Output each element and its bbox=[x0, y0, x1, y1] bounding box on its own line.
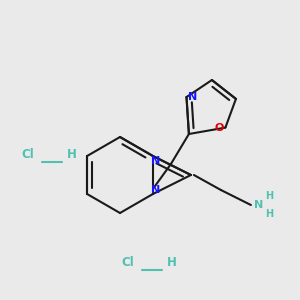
Text: N: N bbox=[151, 185, 160, 195]
Text: H: H bbox=[67, 148, 77, 161]
Text: N: N bbox=[254, 200, 263, 210]
Text: H: H bbox=[167, 256, 177, 268]
Text: N: N bbox=[188, 92, 197, 102]
Text: Cl: Cl bbox=[122, 256, 134, 268]
Text: Cl: Cl bbox=[22, 148, 34, 161]
Text: O: O bbox=[215, 123, 224, 133]
Text: H: H bbox=[265, 209, 273, 219]
Text: N: N bbox=[151, 156, 160, 166]
Text: H: H bbox=[265, 191, 273, 201]
